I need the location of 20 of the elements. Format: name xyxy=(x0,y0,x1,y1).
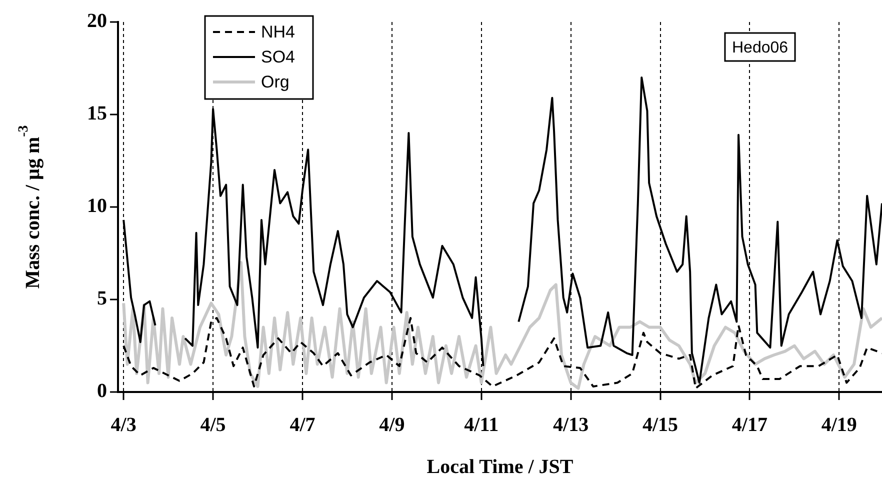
x-tick-label: 4/13 xyxy=(553,414,589,436)
y-tick-label: 5 xyxy=(97,288,107,310)
x-tick-label: 4/7 xyxy=(290,414,316,436)
y-axis-title: Mass conc. / μg m-3 xyxy=(16,125,44,289)
x-tick-label: 4/9 xyxy=(379,414,405,436)
y-tick-label: 20 xyxy=(87,10,107,32)
y-tick-label: 15 xyxy=(87,102,107,125)
x-tick-label: 4/17 xyxy=(732,414,768,436)
y-tick-label: 0 xyxy=(97,380,107,402)
y-tick-label: 10 xyxy=(87,195,107,218)
x-tick-label: 4/11 xyxy=(464,414,499,436)
x-tick-label: 4/5 xyxy=(200,414,226,436)
x-axis-title: Local Time / JST xyxy=(426,456,574,478)
x-tick-label: 4/19 xyxy=(821,414,857,436)
legend-label: NH4 xyxy=(261,22,296,42)
annotation: Hedo06 xyxy=(732,39,788,56)
x-tick-label: 4/3 xyxy=(110,414,136,436)
x-tick-label: 4/15 xyxy=(642,414,678,436)
legend-label: Org xyxy=(261,72,290,92)
legend-label: SO4 xyxy=(261,48,296,67)
